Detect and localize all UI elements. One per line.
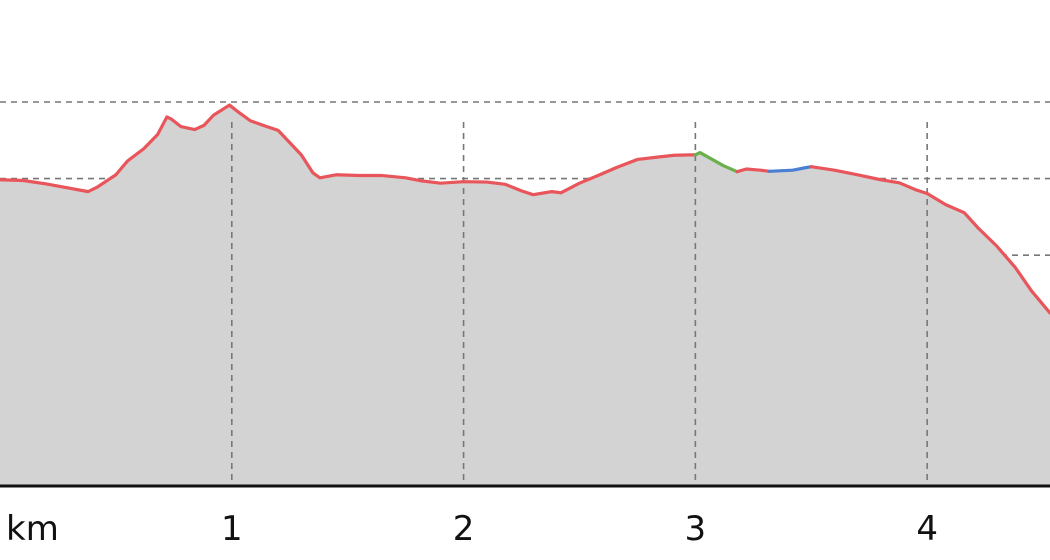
x-axis-tick-labels: 1 2 3 4: [221, 509, 938, 549]
x-tick-label: 1: [221, 509, 243, 549]
x-tick-label: 4: [916, 509, 938, 549]
elevation-profile-segment: [0, 103, 697, 197]
elevation-area-fill: [0, 105, 1050, 486]
elevation-profile-segment: [693, 150, 739, 174]
elevation-profile-segment: [767, 165, 813, 173]
elevation-profile-segment: [735, 167, 772, 174]
x-tick-label: 3: [685, 509, 707, 549]
elevation-profile-segment: [809, 165, 1050, 315]
vertical-gridlines: [230, 122, 928, 485]
x-tick-label: 2: [453, 509, 475, 549]
x-axis-unit-label: km: [6, 509, 59, 549]
elevation-profile-lines: [0, 103, 1050, 315]
